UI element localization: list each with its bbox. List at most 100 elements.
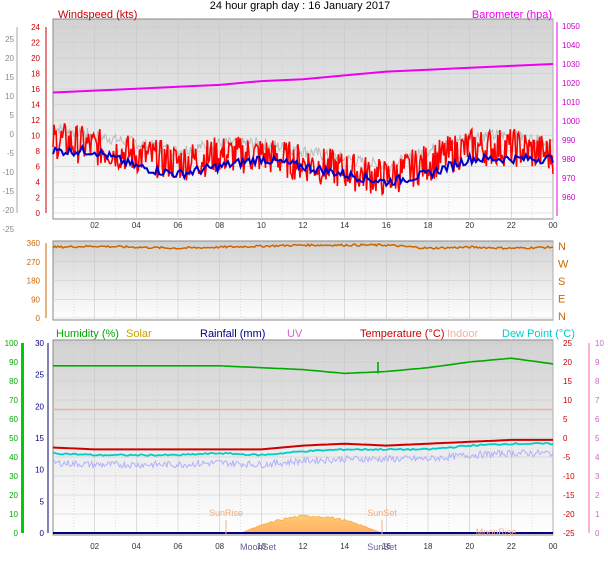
baro-tick-label: 970 [562, 174, 576, 183]
baro-tick-label: 1040 [562, 41, 580, 50]
humidity-tick-label: 10 [9, 510, 18, 519]
x-tick-label: 04 [132, 221, 141, 230]
rainfall-tick-label: 15 [35, 434, 44, 443]
series-wind-average [52, 143, 554, 188]
dewpoint-label: Dew Point (°C) [502, 328, 575, 340]
wind-tick-label: 4 [36, 178, 41, 187]
uv-tick-label: 7 [595, 396, 600, 405]
rainfall-tick-label: 0 [40, 529, 45, 538]
humidity-label: Humidity (%) [56, 328, 119, 340]
humidity-tick-label: 30 [9, 472, 18, 481]
baro-tick-label: 980 [562, 155, 576, 164]
series-temperature [52, 438, 553, 451]
x-tick-label: 10 [257, 542, 266, 551]
x-tick-label: 12 [299, 221, 308, 230]
windspeed-label: Windspeed (kts) [58, 9, 137, 21]
temperature-tick-label: 20 [563, 358, 572, 367]
series-windspeed [52, 123, 554, 197]
x-tick-label: 04 [132, 542, 141, 551]
outer-scale-tick-label: -20 [2, 206, 14, 215]
wind-tick-label: 16 [31, 85, 40, 94]
x-tick-label: 14 [340, 542, 349, 551]
series-wind-direction [52, 242, 554, 250]
solar-label: Solar [126, 328, 152, 340]
temperature-tick-label: 0 [563, 434, 568, 443]
uv-tick-label: 3 [595, 472, 600, 481]
sunrise-label: SunRise [209, 508, 243, 518]
wind-tick-label: 12 [31, 116, 40, 125]
outer-scale-tick-label: -10 [2, 168, 14, 177]
x-tick-label: 02 [90, 542, 99, 551]
x-tick-label: 22 [507, 542, 516, 551]
humidity-tick-label: 100 [5, 339, 19, 348]
direction-tick-label: 90 [31, 295, 40, 304]
compass-label: S [558, 276, 565, 288]
temperature-tick-label: -5 [563, 453, 571, 462]
baro-tick-label: 960 [562, 193, 576, 202]
x-tick-label: 18 [424, 221, 433, 230]
uv-tick-label: 6 [595, 415, 600, 424]
outer-scale-tick-label: 10 [5, 92, 14, 101]
baro-tick-label: 1000 [562, 117, 580, 126]
moonrise-label: MoonRise [476, 527, 517, 537]
uv-tick-label: 2 [595, 491, 600, 500]
temperature-tick-label: 10 [563, 396, 572, 405]
x-tick-label: 06 [174, 542, 183, 551]
humidity-tick-label: 60 [9, 415, 18, 424]
x-tick-label: 00 [549, 221, 558, 230]
humidity-tick-label: 20 [9, 491, 18, 500]
wind-tick-label: 14 [31, 101, 40, 110]
series-barometer [52, 63, 554, 94]
x-tick-label: 12 [299, 542, 308, 551]
humidity-tick-label: 80 [9, 377, 18, 386]
x-tick-label: 02 [90, 221, 99, 230]
series-dewpoint [52, 442, 554, 457]
humidity-tick-label: 90 [9, 358, 18, 367]
x-tick-label: 08 [215, 542, 224, 551]
baro-tick-label: 1050 [562, 22, 580, 31]
rainfall-tick-label: 5 [40, 497, 45, 506]
direction-tick-label: 270 [27, 258, 41, 267]
temperature-tick-label: 15 [563, 377, 572, 386]
outer-scale-tick-label: 5 [10, 111, 15, 120]
rainfall-tick-label: 20 [35, 402, 44, 411]
uv-label: UV [287, 328, 303, 340]
sunset-label: SunSet [367, 508, 397, 518]
x-tick-label: 20 [465, 542, 474, 551]
rainfall-tick-label: 30 [35, 339, 44, 348]
compass-label: N [558, 241, 566, 253]
x-tick-label: 16 [382, 542, 391, 551]
series-humidity [53, 357, 554, 375]
rainfall-label: Rainfall (mm) [200, 328, 265, 340]
temperature-tick-label: -25 [563, 529, 575, 538]
wind-tick-label: 24 [31, 23, 40, 32]
outer-scale-tick-label: 25 [5, 35, 14, 44]
direction-tick-label: 360 [27, 239, 41, 248]
x-tick-label: 18 [424, 542, 433, 551]
wind-tick-label: 2 [36, 194, 41, 203]
series-solar [240, 514, 383, 534]
wind-tick-label: 10 [31, 132, 40, 141]
temperature-label: Temperature (°C) [360, 328, 444, 340]
baro-tick-label: 1030 [562, 60, 580, 69]
humidity-tick-label: 0 [14, 529, 19, 538]
x-tick-label: 20 [465, 221, 474, 230]
outer-scale-tick-label: 0 [10, 130, 15, 139]
uv-tick-label: 8 [595, 377, 600, 386]
indoor-label: Indoor [447, 328, 479, 340]
uv-tick-label: 9 [595, 358, 600, 367]
humidity-tick-label: 50 [9, 434, 18, 443]
x-tick-label: 06 [174, 221, 183, 230]
outer-scale-tick-label: 15 [5, 73, 14, 82]
wind-tick-label: 6 [36, 163, 41, 172]
x-tick-label: 14 [340, 221, 349, 230]
uv-tick-label: 0 [595, 529, 600, 538]
baro-tick-label: 1010 [562, 98, 580, 107]
compass-label: N [558, 311, 566, 323]
rainfall-tick-label: 25 [35, 371, 44, 380]
temperature-tick-label: 25 [563, 339, 572, 348]
temperature-tick-label: 5 [563, 415, 568, 424]
wind-tick-label: 8 [36, 147, 41, 156]
uv-tick-label: 1 [595, 510, 600, 519]
